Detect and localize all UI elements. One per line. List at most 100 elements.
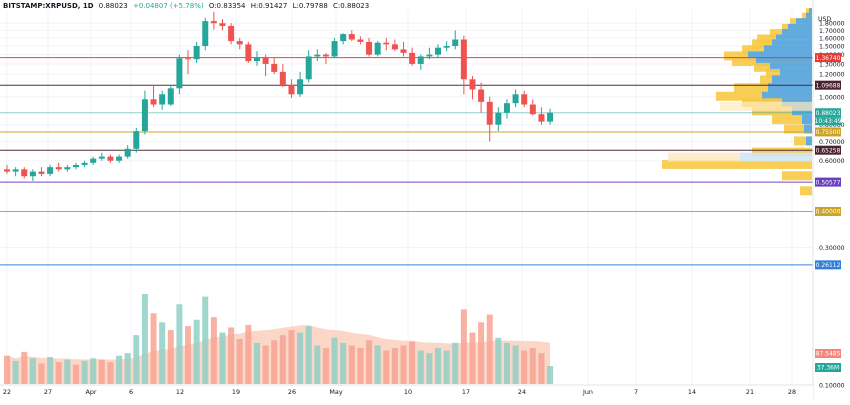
level-price-label-box [815, 206, 841, 216]
time-tick-label: 19 [232, 388, 240, 396]
volume-bar [107, 362, 114, 384]
volume-label-box [815, 363, 841, 372]
candle [495, 112, 502, 125]
candle [185, 58, 192, 60]
volume-bar [538, 353, 545, 384]
volume-bar [391, 348, 398, 384]
volume-bar [64, 359, 71, 384]
volume-bar [288, 330, 295, 384]
candle [340, 34, 347, 42]
candle [4, 169, 10, 172]
volume-bar [512, 345, 519, 384]
candle [253, 57, 260, 62]
price-tick-label: 0.60000 [819, 158, 845, 165]
volume-bar [521, 350, 528, 384]
candle [305, 56, 312, 80]
volume-profile-bar-total [772, 115, 812, 125]
candle [547, 112, 554, 122]
time-tick-label: 22 [3, 388, 11, 396]
volume-bar [219, 332, 226, 384]
level-price-label: 1.36740 [816, 55, 841, 62]
candle [176, 58, 183, 89]
volume-bar [279, 335, 286, 384]
symbol-label: BITSTAMP:XRPUSD, 1D [3, 2, 94, 10]
volume-bar [426, 353, 433, 384]
price-tick-label: 0.70000 [819, 139, 845, 146]
volume-profile-bar-faded [720, 101, 812, 111]
volume-profile-bar-total [782, 171, 812, 181]
level-price-label-box [815, 108, 841, 118]
time-tick-label: 17 [462, 388, 470, 396]
volume-bar [90, 358, 97, 384]
candle [29, 171, 36, 177]
time-tick-label: 12 [176, 388, 184, 396]
candle [150, 99, 157, 105]
time-tick-label: Jun [582, 388, 593, 396]
volume-profile-bar-up [762, 91, 812, 101]
candle [374, 42, 381, 55]
candle [72, 164, 79, 168]
volume-bar [159, 322, 166, 384]
volume-profile-bar-up [796, 18, 812, 28]
price-tick-label: 1.70000 [819, 28, 845, 35]
candle [538, 114, 545, 122]
volume-bar [374, 345, 381, 384]
candle [55, 167, 62, 170]
candle [167, 88, 174, 105]
time-tick-label: 28 [788, 388, 796, 396]
volume-profile-bar-total [662, 159, 812, 169]
price-tick-label: 1.80000 [819, 21, 845, 28]
volume-bar [262, 345, 269, 384]
price-tick-label: 1.50000 [819, 44, 845, 51]
time-tick-label: 14 [688, 388, 696, 396]
candle [417, 56, 424, 64]
time-tick-label: 26 [288, 388, 296, 396]
candle [47, 167, 54, 174]
candle [469, 79, 476, 90]
time-tick-label: Apr [85, 388, 96, 396]
volume-bar [236, 339, 243, 384]
volume-profile-bar-up [764, 45, 812, 55]
volume-bar [331, 337, 338, 384]
volume-bar [253, 342, 260, 384]
volume-bar [314, 345, 321, 384]
volume-profile-bar-up [809, 8, 812, 18]
candle [348, 34, 355, 40]
volume-bar [193, 319, 200, 384]
volume-bar [495, 337, 502, 384]
candle [297, 79, 304, 95]
candle [503, 103, 510, 113]
volume-bar [72, 364, 79, 384]
high-value: H:0.91427 [250, 2, 288, 10]
volume-bar [141, 294, 148, 384]
volume-profile-bar-up [748, 51, 812, 61]
chart-header: BITSTAMP:XRPUSD, 1D 0.88023 +0.04807 (+5… [3, 2, 372, 10]
volume-bar [176, 304, 183, 384]
candle [159, 94, 166, 105]
volume-bar [271, 340, 278, 384]
axis-unit-label: USD [818, 16, 831, 23]
candle [193, 46, 200, 60]
candle [443, 46, 450, 48]
time-tick-label: 21 [746, 388, 754, 396]
volume-bar [124, 353, 131, 384]
candle [210, 21, 217, 24]
level-price-label-box [815, 127, 841, 137]
price-axis [813, 0, 850, 401]
candle [512, 94, 519, 104]
volume-bar [297, 332, 304, 384]
candle [409, 52, 416, 64]
close-value: C:0.88023 [333, 2, 370, 10]
volume-bar [357, 348, 364, 384]
candle [288, 84, 295, 95]
volume-bar [116, 355, 123, 384]
candle [81, 162, 88, 165]
time-tick-label: 7 [634, 388, 638, 396]
price-tick-label: 0.80000 [819, 122, 845, 129]
level-price-label-box [815, 145, 841, 155]
candle [236, 41, 243, 45]
volume-profile-bar-up [776, 34, 812, 44]
volume-bar [383, 350, 390, 384]
